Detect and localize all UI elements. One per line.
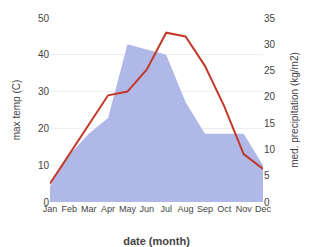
svg-text:0: 0	[43, 197, 49, 208]
svg-text:Nov: Nov	[236, 204, 253, 214]
svg-text:5: 5	[264, 170, 270, 181]
svg-text:May: May	[119, 204, 137, 214]
svg-text:Dec: Dec	[255, 204, 272, 214]
svg-text:Jan: Jan	[43, 204, 58, 214]
svg-text:Feb: Feb	[62, 204, 78, 214]
svg-text:20: 20	[264, 91, 276, 102]
svg-text:30: 30	[38, 86, 50, 97]
svg-text:med. precipitation (kg/m2): med. precipitation (kg/m2)	[289, 52, 300, 168]
svg-text:Aug: Aug	[178, 204, 194, 214]
svg-text:Apr: Apr	[101, 204, 115, 214]
svg-text:10: 10	[264, 144, 276, 155]
svg-text:Jul: Jul	[160, 204, 172, 214]
svg-text:15: 15	[264, 118, 276, 129]
svg-text:max temp (C): max temp (C)	[11, 80, 22, 141]
svg-text:25: 25	[264, 65, 276, 76]
svg-text:20: 20	[38, 123, 50, 134]
svg-text:date (month): date (month)	[123, 235, 190, 247]
svg-text:Jun: Jun	[140, 204, 155, 214]
svg-text:30: 30	[264, 39, 276, 50]
svg-text:40: 40	[38, 49, 50, 60]
svg-text:35: 35	[264, 13, 276, 24]
svg-text:0: 0	[264, 197, 270, 208]
svg-text:Sep: Sep	[197, 204, 213, 214]
svg-text:Mar: Mar	[81, 204, 97, 214]
svg-text:Oct: Oct	[217, 204, 232, 214]
svg-text:10: 10	[38, 160, 50, 171]
svg-text:50: 50	[38, 13, 50, 24]
